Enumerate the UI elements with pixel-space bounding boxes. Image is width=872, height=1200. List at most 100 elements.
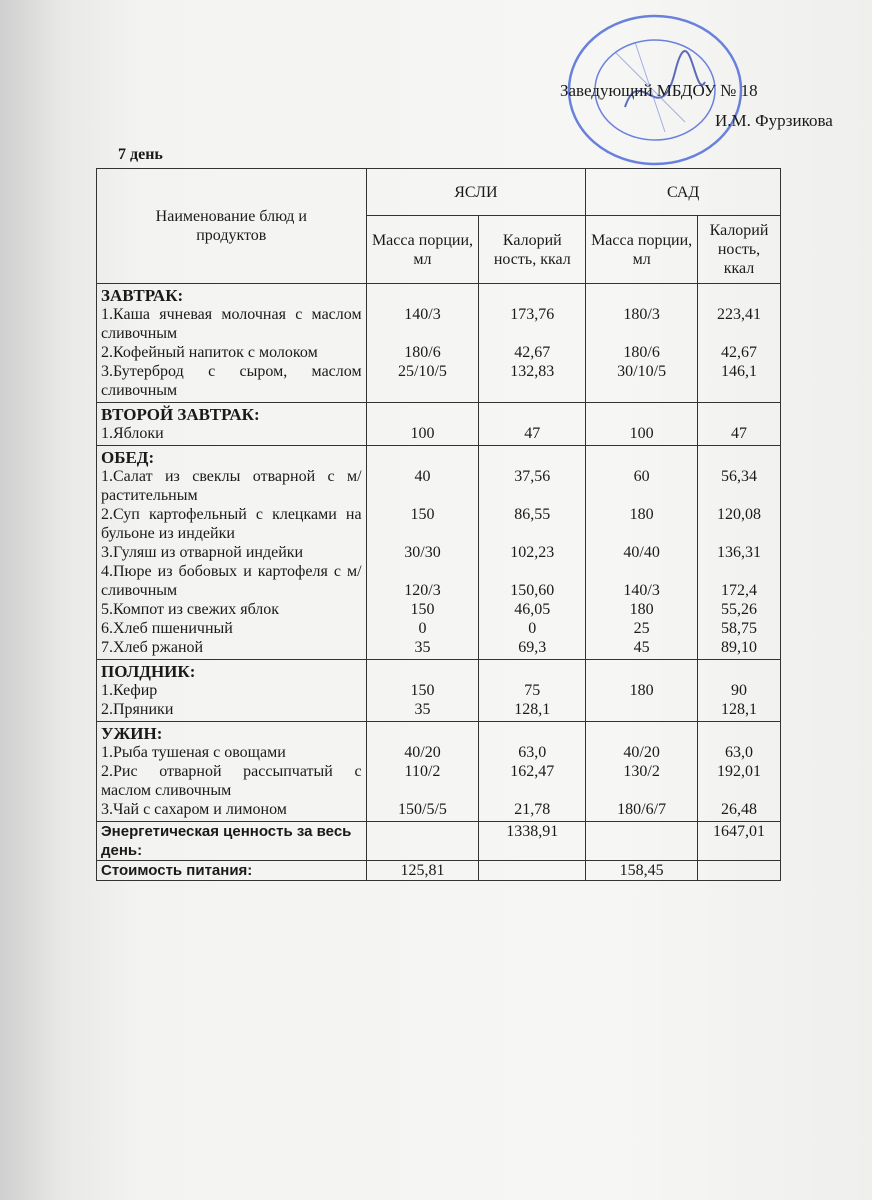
nursery-mass: 150 bbox=[365, 505, 480, 543]
dish-name: 2.Кофейный напиток с молоком bbox=[96, 343, 367, 362]
total-label: Энергетическая ценность за весь день: bbox=[96, 821, 367, 861]
section-heading-row: ПОЛДНИК: bbox=[96, 659, 781, 681]
table-row: 7.Хлеб ржаной 35 69,3 45 89,10 bbox=[96, 638, 781, 660]
empty-cell bbox=[585, 283, 699, 305]
empty-cell bbox=[697, 721, 781, 743]
dish-name: 1.Яблоки bbox=[96, 424, 367, 446]
nursery-mass: 150 bbox=[365, 600, 480, 619]
nursery-calories: 132,83 bbox=[478, 362, 587, 403]
nursery-calories: 86,55 bbox=[478, 505, 587, 543]
nursery-mass: 25/10/5 bbox=[365, 362, 480, 403]
total-value: 1647,01 bbox=[697, 821, 781, 861]
nursery-calories: 75 bbox=[478, 681, 587, 700]
dish-name: 2.Рис отварной рассыпчатый с маслом слив… bbox=[96, 762, 367, 800]
kindergarten-mass: 180 bbox=[585, 681, 699, 700]
empty-cell bbox=[697, 283, 781, 305]
dish-name: 5.Компот из свежих яблок bbox=[96, 600, 367, 619]
total-value: 125,81 bbox=[365, 860, 480, 881]
table-row: 6.Хлеб пшеничный 0 0 25 58,75 bbox=[96, 619, 781, 638]
empty-cell bbox=[365, 445, 480, 467]
kindergarten-calories: 55,26 bbox=[697, 600, 781, 619]
kindergarten-mass: 180/6/7 bbox=[585, 800, 699, 822]
empty-cell bbox=[478, 721, 587, 743]
nursery-mass: 35 bbox=[365, 638, 480, 660]
header-mass: Масса порции, мл bbox=[365, 215, 480, 284]
empty-cell bbox=[697, 445, 781, 467]
kindergarten-calories: 58,75 bbox=[697, 619, 781, 638]
dish-name: 3.Бутерброд с сыром, маслом сливочным bbox=[96, 362, 367, 403]
empty-cell bbox=[365, 659, 480, 681]
empty-cell bbox=[365, 283, 480, 305]
nursery-mass: 35 bbox=[365, 700, 480, 722]
section-heading-row: УЖИН: bbox=[96, 721, 781, 743]
kindergarten-mass: 180/6 bbox=[585, 343, 699, 362]
section-title: ВТОРОЙ ЗАВТРАК: bbox=[96, 402, 367, 424]
nursery-calories: 47 bbox=[478, 424, 587, 446]
nursery-calories: 42,67 bbox=[478, 343, 587, 362]
table-row: 3.Гуляш из отварной индейки 30/30 102,23 40… bbox=[96, 543, 781, 562]
cost-row: Стоимость питания: 125,81 158,45 bbox=[96, 860, 781, 881]
kindergarten-mass: 40/20 bbox=[585, 743, 699, 762]
kindergarten-mass: 40/40 bbox=[585, 543, 699, 562]
table-row: 1.Каша ячневая молочная с маслом сливочн… bbox=[96, 305, 781, 343]
nursery-calories: 21,78 bbox=[478, 800, 587, 822]
nursery-mass: 150 bbox=[365, 681, 480, 700]
kindergarten-calories: 223,41 bbox=[697, 305, 781, 343]
dish-name: 3.Чай с сахаром и лимоном bbox=[96, 800, 367, 822]
kindergarten-calories: 172,4 bbox=[697, 562, 781, 600]
table-row: 1.Яблоки 100 47 100 47 bbox=[96, 424, 781, 446]
total-value: 1338,91 bbox=[478, 821, 587, 861]
section-heading-row: ОБЕД: bbox=[96, 445, 781, 467]
total-label: Стоимость питания: bbox=[96, 860, 367, 881]
kindergarten-mass: 180 bbox=[585, 600, 699, 619]
nursery-calories: 37,56 bbox=[478, 467, 587, 505]
table-row: 3.Чай с сахаром и лимоном 150/5/5 21,78 180… bbox=[96, 800, 781, 822]
kindergarten-calories: 26,48 bbox=[697, 800, 781, 822]
total-value: 158,45 bbox=[585, 860, 699, 881]
kindergarten-mass: 140/3 bbox=[585, 562, 699, 600]
nursery-calories: 150,60 bbox=[478, 562, 587, 600]
kindergarten-calories: 47 bbox=[697, 424, 781, 446]
dish-name: 1.Рыба тушеная с овощами bbox=[96, 743, 367, 762]
nursery-mass: 0 bbox=[365, 619, 480, 638]
total-value bbox=[585, 821, 699, 861]
section-heading-row: ЗАВТРАК: bbox=[96, 283, 781, 305]
kindergarten-calories: 42,67 bbox=[697, 343, 781, 362]
empty-cell bbox=[478, 659, 587, 681]
nursery-calories: 128,1 bbox=[478, 700, 587, 722]
nursery-calories: 0 bbox=[478, 619, 587, 638]
dish-name: 2.Суп картофельный с клецками на бульоне… bbox=[96, 505, 367, 543]
header-mass: Масса порции, мл bbox=[585, 215, 699, 284]
table-row: 2.Рис отварной рассыпчатый с маслом слив… bbox=[96, 762, 781, 800]
total-value bbox=[697, 860, 781, 881]
empty-cell bbox=[585, 445, 699, 467]
empty-cell bbox=[697, 402, 781, 424]
kindergarten-mass: 25 bbox=[585, 619, 699, 638]
kindergarten-calories: 63,0 bbox=[697, 743, 781, 762]
kindergarten-mass: 45 bbox=[585, 638, 699, 660]
table-row: 1.Кефир 150 75 180 90 bbox=[96, 681, 781, 700]
nursery-mass: 180/6 bbox=[365, 343, 480, 362]
empty-cell bbox=[478, 283, 587, 305]
section-title: ОБЕД: bbox=[96, 445, 367, 467]
nursery-calories: 102,23 bbox=[478, 543, 587, 562]
nursery-calories: 46,05 bbox=[478, 600, 587, 619]
dish-name: 1.Кефир bbox=[96, 681, 367, 700]
nursery-mass: 120/3 bbox=[365, 562, 480, 600]
table-row: 2.Пряники 35 128,1 128,1 bbox=[96, 700, 781, 722]
empty-cell bbox=[478, 445, 587, 467]
kindergarten-mass: 100 bbox=[585, 424, 699, 446]
total-value bbox=[478, 860, 587, 881]
dish-name: 2.Пряники bbox=[96, 700, 367, 722]
dish-name: 7.Хлеб ржаной bbox=[96, 638, 367, 660]
table-row: 2.Кофейный напиток с молоком 180/6 42,67 18… bbox=[96, 343, 781, 362]
dish-name: 3.Гуляш из отварной индейки bbox=[96, 543, 367, 562]
nursery-mass: 100 bbox=[365, 424, 480, 446]
kindergarten-mass: 130/2 bbox=[585, 762, 699, 800]
nursery-calories: 69,3 bbox=[478, 638, 587, 660]
kindergarten-calories: 136,31 bbox=[697, 543, 781, 562]
empty-cell bbox=[365, 721, 480, 743]
nursery-mass: 30/30 bbox=[365, 543, 480, 562]
approver-title: Заведующий МБДОУ № 18 bbox=[560, 81, 758, 100]
dish-name: 6.Хлеб пшеничный bbox=[96, 619, 367, 638]
